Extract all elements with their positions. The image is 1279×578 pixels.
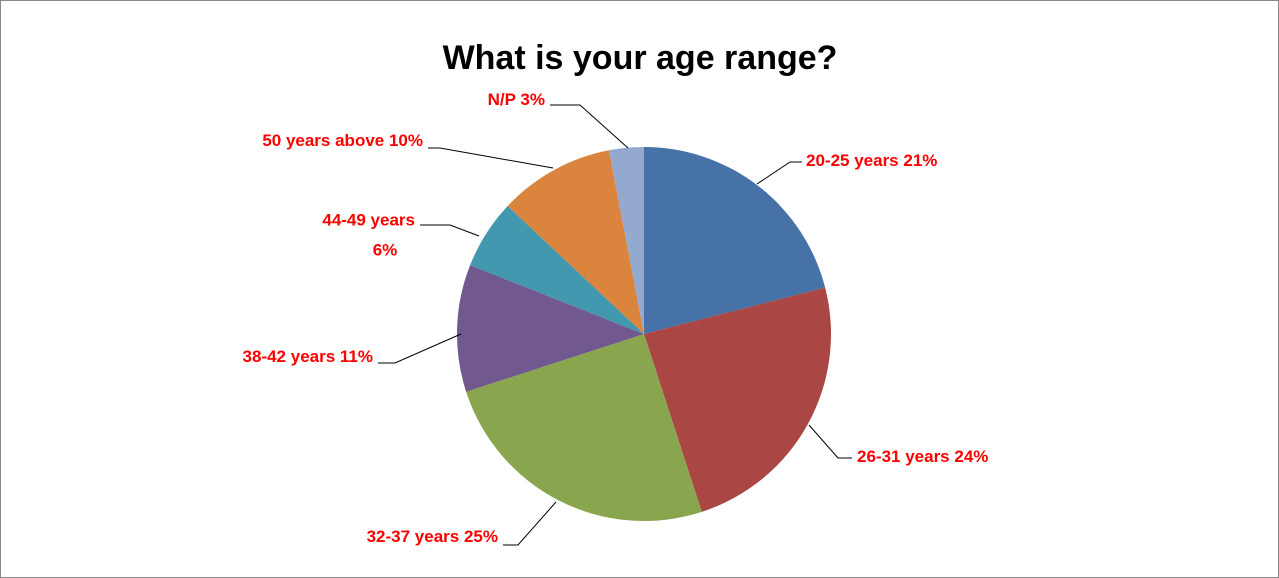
data-label-value: 3%	[520, 90, 545, 109]
leader-line	[378, 333, 462, 364]
leader-line	[550, 104, 629, 149]
pie-slice	[457, 265, 644, 392]
data-label: 32-37 years 25%	[367, 527, 498, 546]
data-label-name: 38-42 years	[243, 347, 336, 366]
data-label-name: 20-25 years	[806, 151, 899, 170]
data-label-value: 24%	[954, 447, 988, 466]
data-label: 20-25 years 21%	[806, 151, 937, 170]
leader-line	[428, 147, 554, 169]
pie-slice	[608, 147, 644, 334]
data-label-name: 32-37 years	[367, 527, 460, 546]
data-label: 50 years above 10%	[262, 131, 423, 150]
data-label: 44-49 years	[322, 210, 415, 229]
leader-line	[503, 501, 557, 546]
data-label-value: 21%	[903, 151, 937, 170]
data-label-name: 50 years above	[262, 131, 384, 150]
leader-line	[756, 161, 802, 185]
data-label: 26-31 years 24%	[857, 447, 988, 466]
data-label: 38-42 years 11%	[243, 347, 373, 366]
pie-slice	[466, 334, 702, 521]
data-label: 6%	[373, 240, 398, 259]
pie-slice	[644, 147, 826, 334]
pie-slice	[470, 205, 644, 334]
data-label-name: 26-31 years	[857, 447, 950, 466]
chart-title: What is your age range?	[443, 39, 838, 77]
data-label-value: 25%	[464, 527, 498, 546]
leader-line	[808, 424, 852, 459]
pie-slice	[644, 287, 831, 512]
leader-line	[420, 224, 480, 237]
data-label: N/P 3%	[488, 90, 545, 109]
data-label-value: 11%	[340, 347, 373, 366]
data-label-name: N/P	[488, 90, 516, 109]
pie-slice	[507, 150, 644, 334]
data-label-value: 10%	[389, 131, 423, 150]
